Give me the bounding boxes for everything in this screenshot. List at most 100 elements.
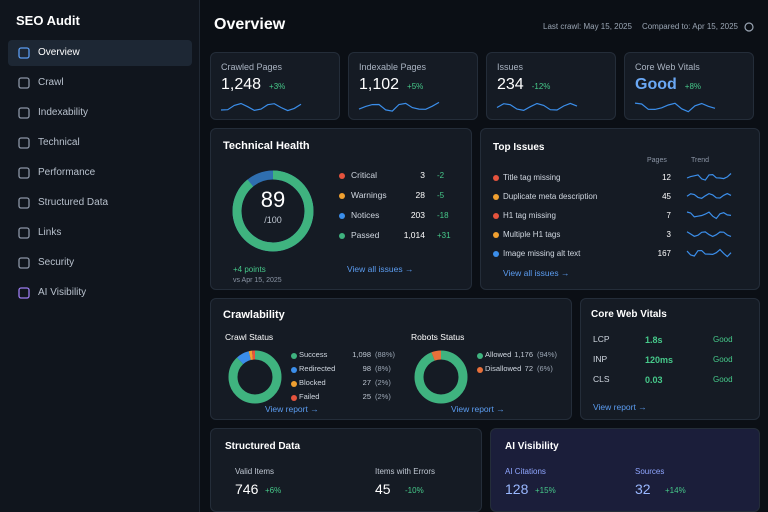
status-label: Allowed	[485, 350, 512, 359]
kpi-change: -12%	[531, 82, 551, 91]
stat-change: -10%	[405, 486, 424, 495]
score-value: 89	[260, 187, 286, 212]
nav-icon	[18, 287, 30, 299]
settings-shape	[744, 22, 754, 32]
nav-icon	[18, 227, 30, 239]
kpi-card: Crawled Pages 1,248 +3%	[210, 52, 340, 120]
kpi-card: Indexable Pages 1,102 +5%	[348, 52, 478, 120]
status-share: (88%)	[375, 350, 396, 359]
status-label: Blocked	[299, 378, 326, 387]
sparkline-path	[220, 102, 302, 112]
kpi-row: Good +8%	[635, 76, 701, 94]
stat-change: +6%	[265, 486, 282, 495]
nav-label: Structured Data	[38, 197, 109, 208]
nav-item[interactable]: Technical	[8, 130, 192, 156]
kpi-card: Issues 234 -12%	[486, 52, 616, 120]
crawlability-card: Crawlability Crawl Status Success 1,098 (88%…	[210, 298, 572, 420]
stat-value: 746	[235, 481, 259, 497]
nav-item[interactable]: Security	[8, 250, 192, 276]
issue-count: 28	[415, 190, 425, 200]
column-header: Trend	[691, 157, 710, 164]
legend-dot	[339, 213, 345, 219]
nav-item[interactable]: Links	[8, 220, 192, 246]
stat-change: +14%	[665, 486, 686, 495]
sparkline	[686, 173, 732, 181]
stat-change: +15%	[535, 486, 556, 495]
stat-value: 128	[505, 481, 529, 497]
nav-label: Crawl	[38, 77, 64, 88]
header-meta: Last crawl: May 15, 2025 Compared to: Apr…	[543, 22, 738, 31]
kpi-value: 1,248	[221, 76, 262, 93]
stat-label: Sources	[635, 467, 665, 476]
legend-dot	[291, 353, 297, 359]
kpi-value: Good	[635, 76, 677, 93]
vital-metric: INP	[593, 354, 608, 364]
sparkline-path	[634, 102, 716, 113]
kpi-row: 1,102 +5%	[359, 76, 423, 94]
status-count: 98	[362, 364, 371, 373]
issue-count: 203	[410, 210, 425, 220]
nav-icon-shape	[18, 167, 30, 179]
status-label: Failed	[299, 392, 320, 401]
issue-pages: 3	[666, 230, 671, 239]
nav-item[interactable]: Overview	[8, 40, 192, 66]
sidebar: SEO Audit Overview Crawl Indexability Techni…	[0, 0, 200, 512]
donut-segment	[414, 350, 468, 404]
status-donut	[414, 350, 468, 404]
sparkline-path	[496, 102, 578, 112]
nav-item[interactable]: AI Visibility	[8, 280, 192, 306]
nav-icon	[18, 257, 30, 269]
sparkline-path	[686, 192, 732, 199]
nav-label: Links	[38, 227, 62, 238]
status-count: 72	[524, 364, 533, 373]
section-title: Robots Status	[411, 332, 465, 342]
sparkline-path	[358, 101, 440, 112]
view-link[interactable]: View report →	[451, 404, 505, 414]
view-link[interactable]: View report →	[265, 404, 319, 414]
score-delta: +4 points	[233, 265, 266, 274]
nav-icon	[18, 107, 30, 119]
nav-item[interactable]: Structured Data	[8, 190, 192, 216]
issue-name: H1 tag missing	[503, 211, 556, 220]
nav-icon-shape	[18, 227, 30, 239]
status-count: 1,176	[514, 350, 533, 359]
issue-severity: Critical	[351, 170, 377, 180]
nav-item[interactable]: Crawl	[8, 70, 192, 96]
nav-icon	[18, 77, 30, 89]
nav-label: AI Visibility	[38, 287, 87, 298]
vital-status: Good	[713, 355, 733, 364]
structured-data-card: Structured Data Valid Items 746 +6% Items wi…	[210, 428, 482, 512]
vital-metric: CLS	[593, 374, 610, 384]
kpi-value: 1,102	[359, 76, 400, 93]
technical-health-card: Technical Health 89/100 +4 points vs Apr 15…	[210, 128, 472, 290]
kpi-change: +8%	[684, 82, 701, 91]
legend-dot	[291, 395, 297, 401]
status-donut	[228, 350, 282, 404]
legend-dot	[291, 381, 297, 387]
view-link[interactable]: View all issues →	[503, 268, 570, 278]
view-link[interactable]: View all issues →	[347, 264, 414, 274]
stat-label: Items with Errors	[375, 467, 436, 476]
kpi-label: Issues	[497, 62, 524, 72]
nav-icon	[18, 137, 30, 149]
card-title: Crawlability	[223, 309, 285, 321]
nav-item[interactable]: Indexability	[8, 100, 192, 126]
nav-item[interactable]: Performance	[8, 160, 192, 186]
nav-label: Technical	[38, 137, 80, 148]
column-header: Pages	[647, 157, 667, 164]
sparkline	[686, 211, 732, 220]
header-date: Compared to: Apr 15, 2025	[641, 22, 738, 31]
nav-icon-shape	[18, 137, 30, 149]
stat-label: Valid Items	[235, 467, 274, 476]
sparkline	[634, 102, 716, 113]
kpi-label: Crawled Pages	[221, 62, 283, 72]
donut-segment	[228, 350, 282, 404]
issue-count: 1,014	[403, 230, 425, 240]
issue-change: -5	[437, 191, 445, 200]
kpi-label: Indexable Pages	[359, 62, 427, 72]
nav-icon-shape	[18, 47, 30, 59]
view-link[interactable]: View report →	[593, 402, 647, 412]
kpi-value: 234	[497, 76, 524, 93]
